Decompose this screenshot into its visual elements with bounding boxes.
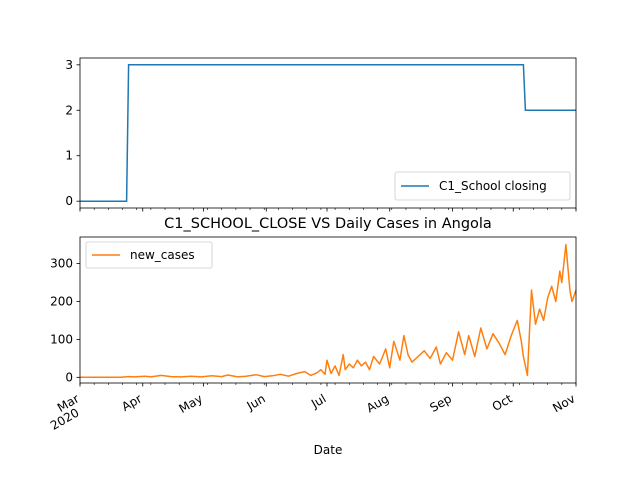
school-closing-series-line [80, 64, 576, 202]
bottom-legend: new_cases [85, 241, 213, 269]
top-y-axis: 0 1 2 3 [65, 58, 80, 208]
top-legend: C1_School closing [394, 171, 571, 201]
new-cases-series-line [80, 243, 577, 379]
bottom-y-axis: 0 100 200 300 [50, 257, 80, 384]
bottom-legend-box [85, 241, 213, 269]
top-x-axis [79, 208, 577, 212]
top-ytick-label: 1 [65, 149, 73, 163]
top-legend-label: C1_School closing [439, 179, 547, 193]
chart-title: C1_SCHOOL_CLOSE VS Daily Cases in Angola [164, 216, 492, 232]
school-closing-chart: 0 1 2 3 C1_School closing [65, 57, 577, 212]
top-legend-box [394, 171, 571, 201]
bottom-ytick-label: 0 [65, 370, 73, 384]
top-ytick-label: 0 [65, 194, 73, 208]
x-axis-label: Date [314, 443, 343, 457]
top-ytick-label: 2 [65, 103, 73, 117]
bottom-ytick-label: 200 [50, 294, 73, 308]
bottom-ytick-label: 300 [50, 257, 73, 271]
bottom-ytick-label: 100 [50, 332, 73, 346]
top-ytick-label: 3 [65, 58, 73, 72]
bottom-xtick-label: Jul [308, 391, 328, 411]
bottom-legend-label: new_cases [130, 248, 195, 262]
bottom-axes-frame [79, 236, 577, 384]
top-axes-frame [79, 57, 577, 209]
